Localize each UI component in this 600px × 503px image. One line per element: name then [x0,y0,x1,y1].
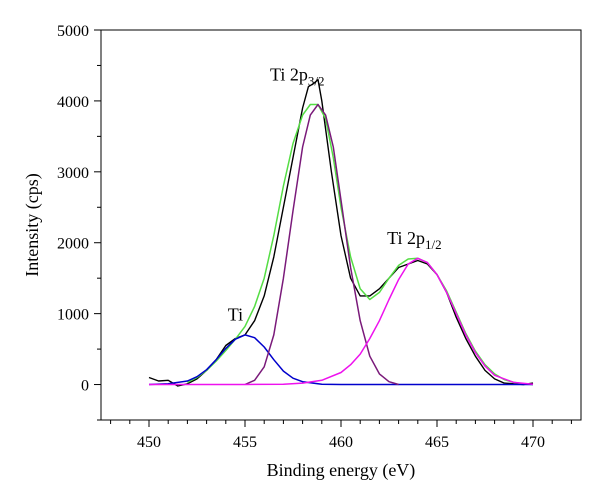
x-tick-label: 460 [329,434,353,451]
plot-frame [100,29,582,421]
peak-annotation: Ti 2p1/2 [387,228,442,252]
x-tick-label: 470 [521,434,545,451]
x-axis-title: Binding energy (eV) [267,460,416,481]
x-tick-label: 465 [425,434,449,451]
series-line-5 [149,257,534,386]
series-line-2 [187,103,534,386]
y-tick-label: 0 [81,378,89,395]
ticks-layer: 450 455 460 465 470 0 1000 2000 3000 4000 5000 [57,23,572,451]
y-tick-label: 5000 [57,23,89,40]
peak-annotation: Ti [228,305,243,325]
y-tick-label: 2000 [57,236,89,253]
y-tick-label: 3000 [57,165,89,182]
y-axis-title: Intensity (cps) [22,173,43,276]
peak-annotation: Ti 2p3/2 [270,64,325,88]
y-tick-label: 4000 [57,94,89,111]
series-line-3 [148,334,533,386]
x-tick-label: 455 [233,434,257,451]
annotation-layer: Ti Ti 2p3/2 Ti 2p1/2 [228,64,442,324]
series-line-4 [244,103,399,386]
series-layer [148,78,534,387]
x-tick-label: 450 [137,434,161,451]
y-tick-label: 1000 [57,307,89,324]
series-line-1 [148,78,534,387]
